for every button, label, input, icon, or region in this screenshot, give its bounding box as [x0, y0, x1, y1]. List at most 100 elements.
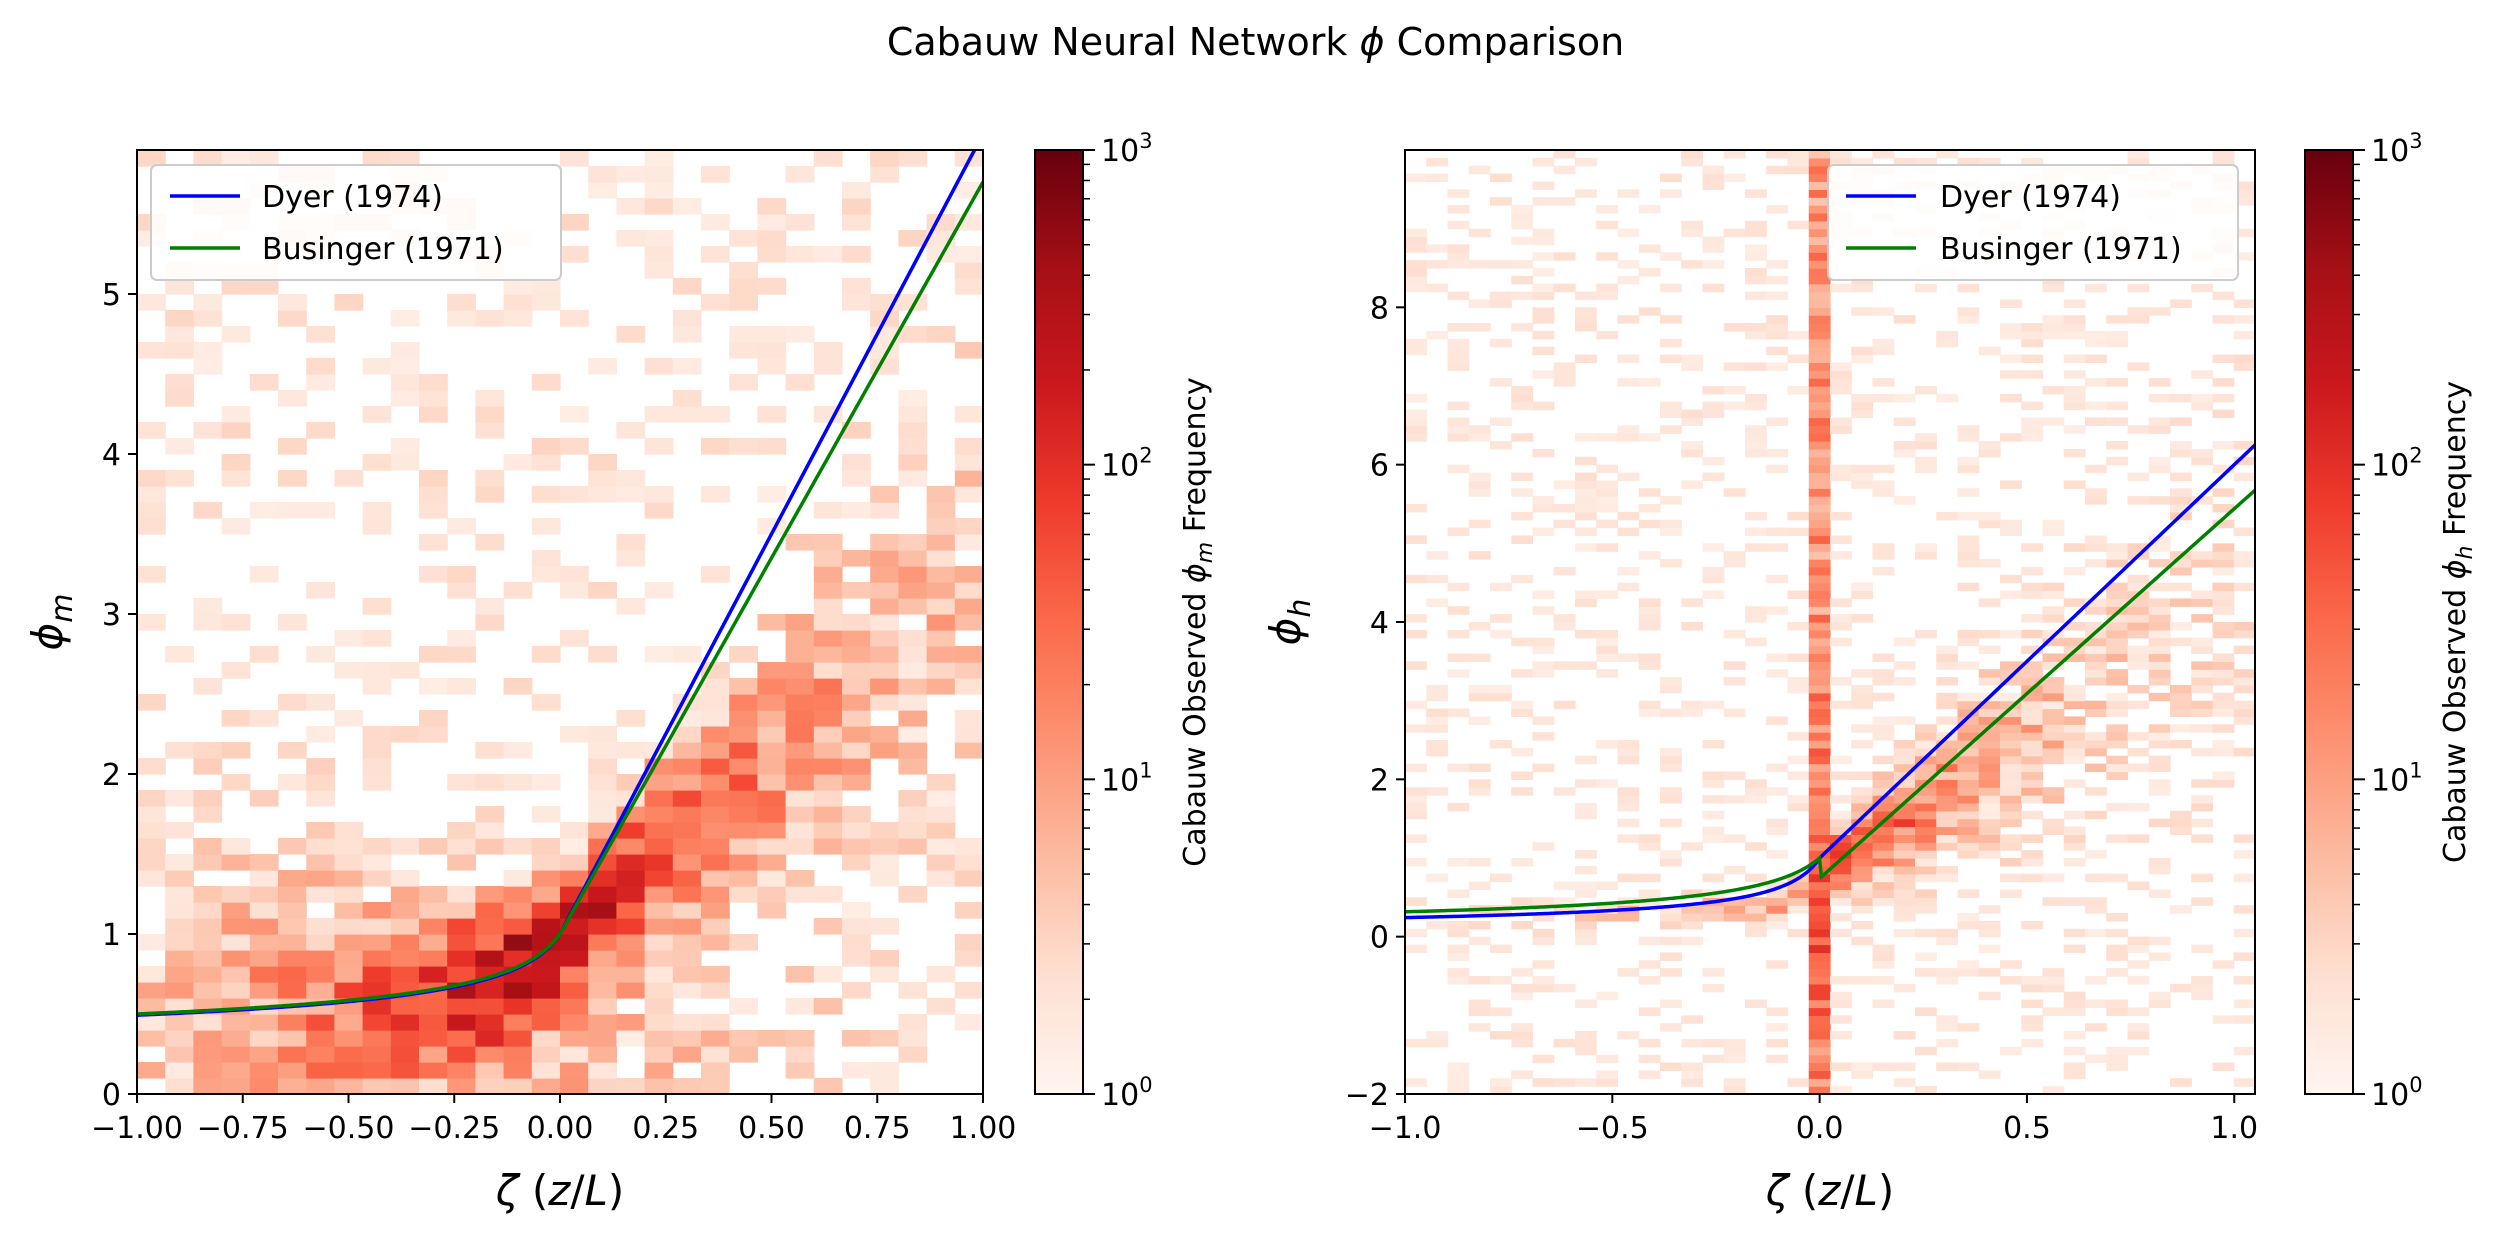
heatmap-cell — [1851, 976, 1874, 985]
heatmap-cell — [137, 1014, 166, 1031]
heatmap-cell — [306, 966, 335, 983]
heatmap-cell — [362, 1078, 392, 1094]
heatmap-cell — [2085, 354, 2107, 363]
heatmap-cell — [1660, 354, 1682, 363]
heatmap-cell — [1936, 393, 1959, 403]
heatmap-cell — [2170, 818, 2192, 828]
heatmap-cell — [1405, 629, 1427, 639]
heatmap-cell — [729, 646, 758, 663]
heatmap-cell — [1617, 378, 1640, 387]
heatmap-cell — [2085, 708, 2107, 717]
heatmap-cell — [2085, 732, 2107, 741]
heatmap-cell — [644, 774, 674, 791]
heatmap-cell — [362, 678, 392, 695]
heatmap-cell — [2021, 417, 2044, 426]
heatmap-cell — [1830, 826, 1852, 835]
heatmap-cell — [1745, 913, 1767, 922]
heatmap-cell — [2085, 622, 2107, 631]
heatmap-cell — [390, 918, 420, 935]
heatmap-cell — [1851, 850, 1874, 859]
heatmap-cell — [1638, 614, 1661, 623]
heatmap-cell — [1936, 716, 1959, 725]
heatmap-cell — [1957, 543, 1980, 552]
heatmap-cell — [2127, 684, 2150, 694]
heatmap-cell — [1532, 936, 1555, 946]
heatmap-cell — [2063, 622, 2086, 631]
heatmap-cell — [1702, 386, 1725, 395]
heatmap-cell — [1702, 771, 1725, 780]
heatmap-cell — [1978, 826, 2001, 835]
heatmap-cell — [870, 550, 899, 567]
heatmap-cell — [2191, 834, 2214, 843]
heatmap-cell — [701, 166, 730, 183]
lines-right — [1405, 443, 2255, 920]
heatmap-cell — [926, 822, 956, 839]
heatmap-cell — [2233, 928, 2255, 938]
heatmap-cell — [1405, 614, 1427, 623]
heatmap-cell — [2170, 504, 2192, 513]
heatmap-cell — [813, 726, 843, 743]
heatmap-cell — [278, 966, 307, 983]
heatmap-cell — [503, 1062, 533, 1079]
heatmap-cell — [1575, 354, 1597, 363]
heatmap-cell — [2212, 393, 2235, 403]
heatmap-cell — [1660, 936, 1682, 946]
heatmap-cell — [1745, 362, 1767, 371]
heatmap-cell — [2042, 637, 2065, 647]
heatmap-cell — [1978, 700, 2001, 710]
heatmap-cell — [362, 454, 392, 471]
heatmap-cell — [1447, 291, 1470, 301]
heatmap-cell — [757, 1030, 787, 1047]
heatmap-cell — [1872, 976, 1895, 985]
heatmap-cell — [2233, 1015, 2255, 1024]
heatmap-cell — [1617, 913, 1640, 922]
heatmap-cell — [785, 998, 815, 1015]
heatmap-cell — [2085, 330, 2107, 340]
heatmap-cell — [2085, 283, 2107, 293]
heatmap-cell — [1872, 1062, 1895, 1071]
heatmap-cell — [1957, 433, 1980, 442]
heatmap-cell — [1723, 401, 1746, 411]
heatmap-cell — [1596, 590, 1619, 599]
heatmap-cell — [2148, 629, 2171, 639]
heatmap-cell — [334, 1078, 364, 1094]
heatmap-cell — [390, 342, 420, 359]
heatmap-cell — [278, 294, 307, 311]
heatmap-cell — [1893, 889, 1916, 898]
heatmap-cell — [193, 598, 223, 615]
heatmap-cell — [2042, 417, 2065, 426]
heatmap-cell — [926, 870, 956, 887]
heatmap-cell — [2212, 629, 2235, 639]
heatmap-cell — [1490, 629, 1512, 639]
heatmap-cell — [644, 790, 674, 807]
heatmap-cell — [249, 966, 279, 983]
heatmap-cell — [954, 262, 983, 279]
heatmap-cell — [1468, 920, 1491, 930]
heatmap-cell — [729, 230, 758, 247]
heatmap-cell — [531, 294, 561, 311]
heatmap-cell — [560, 630, 589, 647]
heatmap-cell — [2191, 496, 2214, 505]
heatmap-cell — [1830, 1062, 1852, 1071]
heatmap-cell — [644, 1014, 674, 1031]
heatmap-cell — [954, 534, 983, 551]
heatmap-cell — [898, 694, 928, 711]
heatmap-cell — [2063, 480, 2086, 489]
heatmap-cell — [729, 374, 758, 391]
heatmap-cell — [1808, 1054, 1831, 1064]
heatmap-cell — [1915, 551, 1937, 560]
heatmap-cell — [2191, 684, 2214, 694]
heatmap-cell — [2021, 1023, 2044, 1032]
heatmap-cell — [2191, 401, 2214, 411]
heatmap-cell — [842, 470, 871, 487]
heatmap-cell — [1766, 543, 1789, 552]
heatmap-cell — [249, 950, 279, 967]
heatmap-cell — [1957, 307, 1980, 316]
heatmap-cell — [644, 806, 674, 823]
heatmap-cell — [1957, 582, 1980, 592]
heatmap-cell — [1787, 527, 1810, 537]
heatmap-cell — [1766, 787, 1789, 796]
heatmap-cell — [2063, 716, 2086, 725]
heatmap-cell — [1511, 669, 1534, 678]
